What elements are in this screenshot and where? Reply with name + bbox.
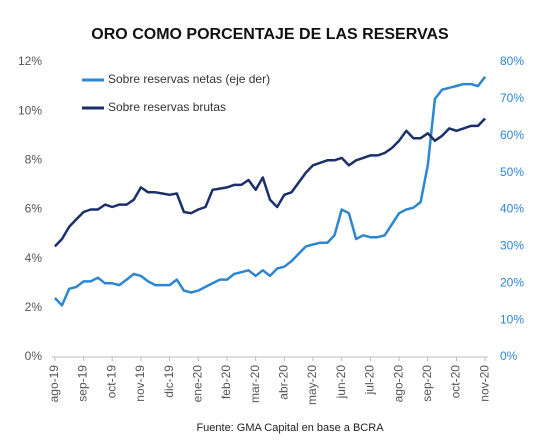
source: Fuente: GMA Capital en base a BCRA (196, 422, 384, 434)
x-tick-label: mar-20 (248, 365, 262, 403)
x-tick-label: nov-20 (477, 365, 491, 402)
x-tick-label: ago-20 (391, 365, 405, 403)
x-tick-label: oct-20 (449, 365, 463, 399)
x-tick-label: sep-20 (420, 365, 434, 402)
x-tick-label: jun-20 (334, 365, 348, 400)
y2-tick-label: 0% (500, 349, 518, 363)
x-tick-label: feb-20 (219, 365, 233, 399)
chart-title: ORO COMO PORCENTAJE DE LAS RESERVAS (91, 26, 449, 43)
x-tick-label: oct-19 (104, 365, 118, 399)
y-tick-label: 0% (25, 349, 43, 363)
y-tick-label: 12% (18, 54, 42, 68)
y-tick-label: 4% (25, 251, 43, 265)
y2-tick-label: 20% (500, 275, 524, 289)
y2-tick-label: 30% (500, 239, 524, 253)
y-tick-label: 10% (18, 103, 42, 117)
legend-label: Sobre reservas brutas (108, 100, 226, 114)
y2-tick-label: 60% (500, 128, 524, 142)
x-tick-label: sep-19 (76, 365, 90, 402)
x-tick-label: dic-19 (162, 365, 176, 398)
x-tick-label: ene-20 (190, 365, 204, 403)
x-tick-label: nov-19 (133, 365, 147, 402)
y2-tick-label: 10% (500, 312, 524, 326)
series-line (53, 76, 487, 307)
x-tick-label: may-20 (305, 365, 319, 405)
y2-tick-label: 80% (500, 54, 524, 68)
y-tick-label: 2% (25, 300, 43, 314)
x-tick-label: ago-19 (47, 365, 61, 403)
x-tick-label: abr-20 (277, 365, 291, 400)
legend-label: Sobre reservas netas (eje der) (108, 72, 270, 86)
series-line (53, 117, 487, 248)
y2-tick-label: 40% (500, 202, 524, 216)
y2-tick-label: 50% (500, 165, 524, 179)
y-tick-label: 6% (25, 202, 43, 216)
y2-tick-label: 70% (500, 91, 524, 105)
x-tick-label: jul-20 (363, 365, 377, 396)
y-tick-label: 8% (25, 153, 43, 167)
